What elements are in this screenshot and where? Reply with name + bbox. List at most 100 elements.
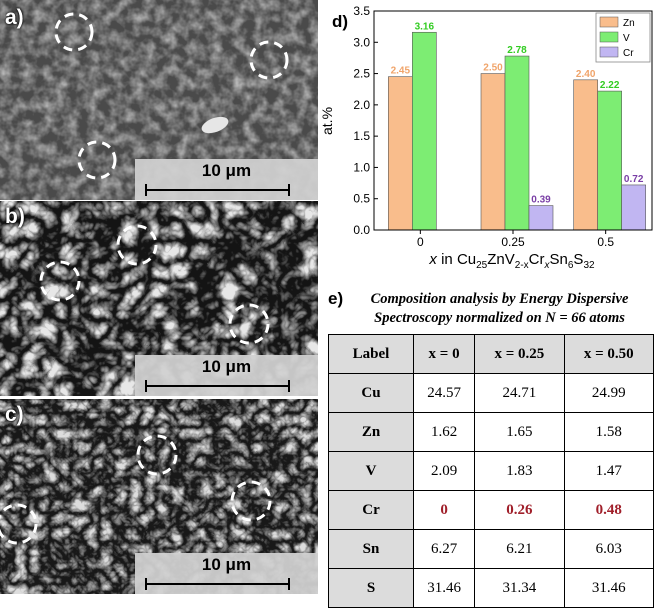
- sem-image-c: c) 10 μm: [0, 399, 318, 594]
- x-tick-label: 0.5: [597, 235, 614, 249]
- row-label: V: [328, 451, 414, 491]
- header-x0: x = 0: [412, 334, 476, 374]
- panel-label-c: c): [5, 403, 24, 426]
- table-header-row: Label x = 0 x = 0.25 x = 0.50: [328, 334, 655, 374]
- table-cell-highlight: 0.26: [474, 490, 565, 530]
- scale-label-b: 10 μm: [201, 357, 252, 376]
- highlight-circle: [39, 260, 81, 302]
- table-cell: 1.58: [563, 412, 655, 452]
- scale-label-a: 10 μm: [201, 161, 252, 180]
- y-tick-label: 3.5: [353, 4, 370, 18]
- bar-cr: [621, 184, 646, 231]
- data-label: 0.72: [624, 174, 644, 185]
- table-cell: 24.57: [412, 373, 476, 413]
- x-axis-title: x in Cu25ZnV2-xCrxSn6S32: [428, 251, 595, 271]
- header-x050: x = 0.50: [563, 334, 655, 374]
- scale-bar-c: 10 μm: [135, 553, 318, 594]
- header-label: Label: [328, 334, 414, 374]
- table-title-line2: Spectroscopy normalized on N = 66 atoms: [374, 310, 625, 326]
- table-cell-highlight: 0.48: [563, 490, 655, 530]
- y-tick-label: 2.5: [353, 67, 370, 81]
- y-tick-label: 1.0: [353, 160, 370, 174]
- row-label: Cu: [328, 373, 414, 413]
- y-tick-label: 1.5: [353, 129, 370, 143]
- table-cell-highlight: 0: [412, 490, 476, 530]
- scale-label-c: 10 μm: [201, 555, 252, 574]
- data-label: 3.16: [415, 21, 435, 32]
- table-cell: 6.21: [474, 529, 565, 569]
- data-label: 2.22: [600, 80, 620, 91]
- data-label: 2.50: [483, 63, 503, 74]
- bar-zn: [388, 76, 413, 231]
- table-row: Cr 0 0.26 0.48: [328, 490, 655, 530]
- legend-label: Zn: [623, 18, 635, 29]
- sem-texture-a: [0, 0, 318, 200]
- legend-label: Cr: [623, 48, 634, 59]
- legend-label: V: [623, 33, 630, 44]
- table-cell: 31.34: [474, 568, 565, 608]
- bar-v: [504, 55, 530, 231]
- table-cell: 1.62: [412, 412, 476, 452]
- table-cell: 31.46: [412, 568, 476, 608]
- highlight-circle: [116, 224, 158, 266]
- table-row: S 31.46 31.34 31.46: [328, 568, 655, 608]
- table-row: Zn 1.62 1.65 1.58: [328, 412, 655, 452]
- plot-frame: [373, 10, 653, 231]
- y-axis-title: at.%: [319, 107, 335, 135]
- y-tick-label: 0.5: [353, 192, 370, 206]
- highlight-circle: [249, 40, 289, 80]
- row-label: S: [328, 568, 414, 608]
- header-x025: x = 0.25: [474, 334, 565, 374]
- table-row: V 2.09 1.83 1.47: [328, 451, 655, 491]
- highlight-circle: [136, 434, 178, 476]
- scale-line: [145, 583, 290, 585]
- x-tick-label: 0.25: [501, 235, 525, 249]
- scale-bar-b: 10 μm: [135, 355, 318, 396]
- table-cell: 31.46: [563, 568, 655, 608]
- panel-label-e: e): [328, 289, 344, 308]
- scale-line: [145, 189, 290, 191]
- highlight-circle: [228, 303, 270, 345]
- table-cell: 6.27: [412, 529, 476, 569]
- bar-zn: [573, 79, 598, 231]
- row-label: Sn: [328, 529, 414, 569]
- row-label: Cr: [328, 490, 414, 530]
- data-label: 2.45: [391, 66, 411, 77]
- bar-cr: [528, 205, 554, 231]
- x-tick-label: 0: [417, 235, 424, 249]
- y-tick-label: 2.0: [353, 98, 370, 112]
- table-cell: 1.83: [474, 451, 565, 491]
- table-row: Sn 6.27 6.21 6.03: [328, 529, 655, 569]
- data-label: 0.39: [531, 195, 551, 206]
- bar-zn: [480, 73, 506, 231]
- y-tick-label: 3.0: [353, 35, 370, 49]
- legend-swatch-cr: [599, 46, 619, 58]
- table-title-line1: Composition analysis by Energy Dispersiv…: [370, 291, 629, 307]
- sem-image-b: b) 10 μm: [0, 201, 318, 396]
- highlight-circle: [230, 480, 272, 522]
- panel-label-a: a): [5, 6, 24, 29]
- table-cell: 24.71: [474, 373, 565, 413]
- table-cell: 6.03: [563, 529, 655, 569]
- bar-v: [412, 31, 437, 231]
- y-tick-label: 0.0: [353, 223, 370, 237]
- scale-bar-a: 10 μm: [135, 159, 318, 200]
- panel-label-b: b): [5, 205, 25, 228]
- bar-v: [597, 90, 622, 231]
- row-label: Zn: [328, 412, 414, 452]
- scale-line: [145, 385, 290, 387]
- table-title: e) Composition analysis by Energy Disper…: [320, 289, 661, 328]
- panel-label-d: d): [332, 12, 348, 31]
- bar-chart: d) 2.45 3.16 0 2.50 2.78 0.39 0.25 2.40 2.22 0.72…: [319, 4, 653, 271]
- highlight-circle: [0, 503, 38, 545]
- data-label: 2.40: [576, 69, 596, 80]
- table-cell: 2.09: [412, 451, 476, 491]
- highlight-circle: [77, 140, 117, 180]
- table-row: Cu 24.57 24.71 24.99: [328, 373, 655, 413]
- table-cell: 1.47: [563, 451, 655, 491]
- sem-image-a: a) 10 μm: [0, 0, 318, 200]
- table-cell: 1.65: [474, 412, 565, 452]
- table-cell: 24.99: [563, 373, 655, 413]
- data-label: 2.78: [507, 45, 527, 56]
- plot-area: 2.45 3.16 0 2.50 2.78 0.39 0.25 2.40 2.22 0.72 0.5…: [353, 4, 653, 249]
